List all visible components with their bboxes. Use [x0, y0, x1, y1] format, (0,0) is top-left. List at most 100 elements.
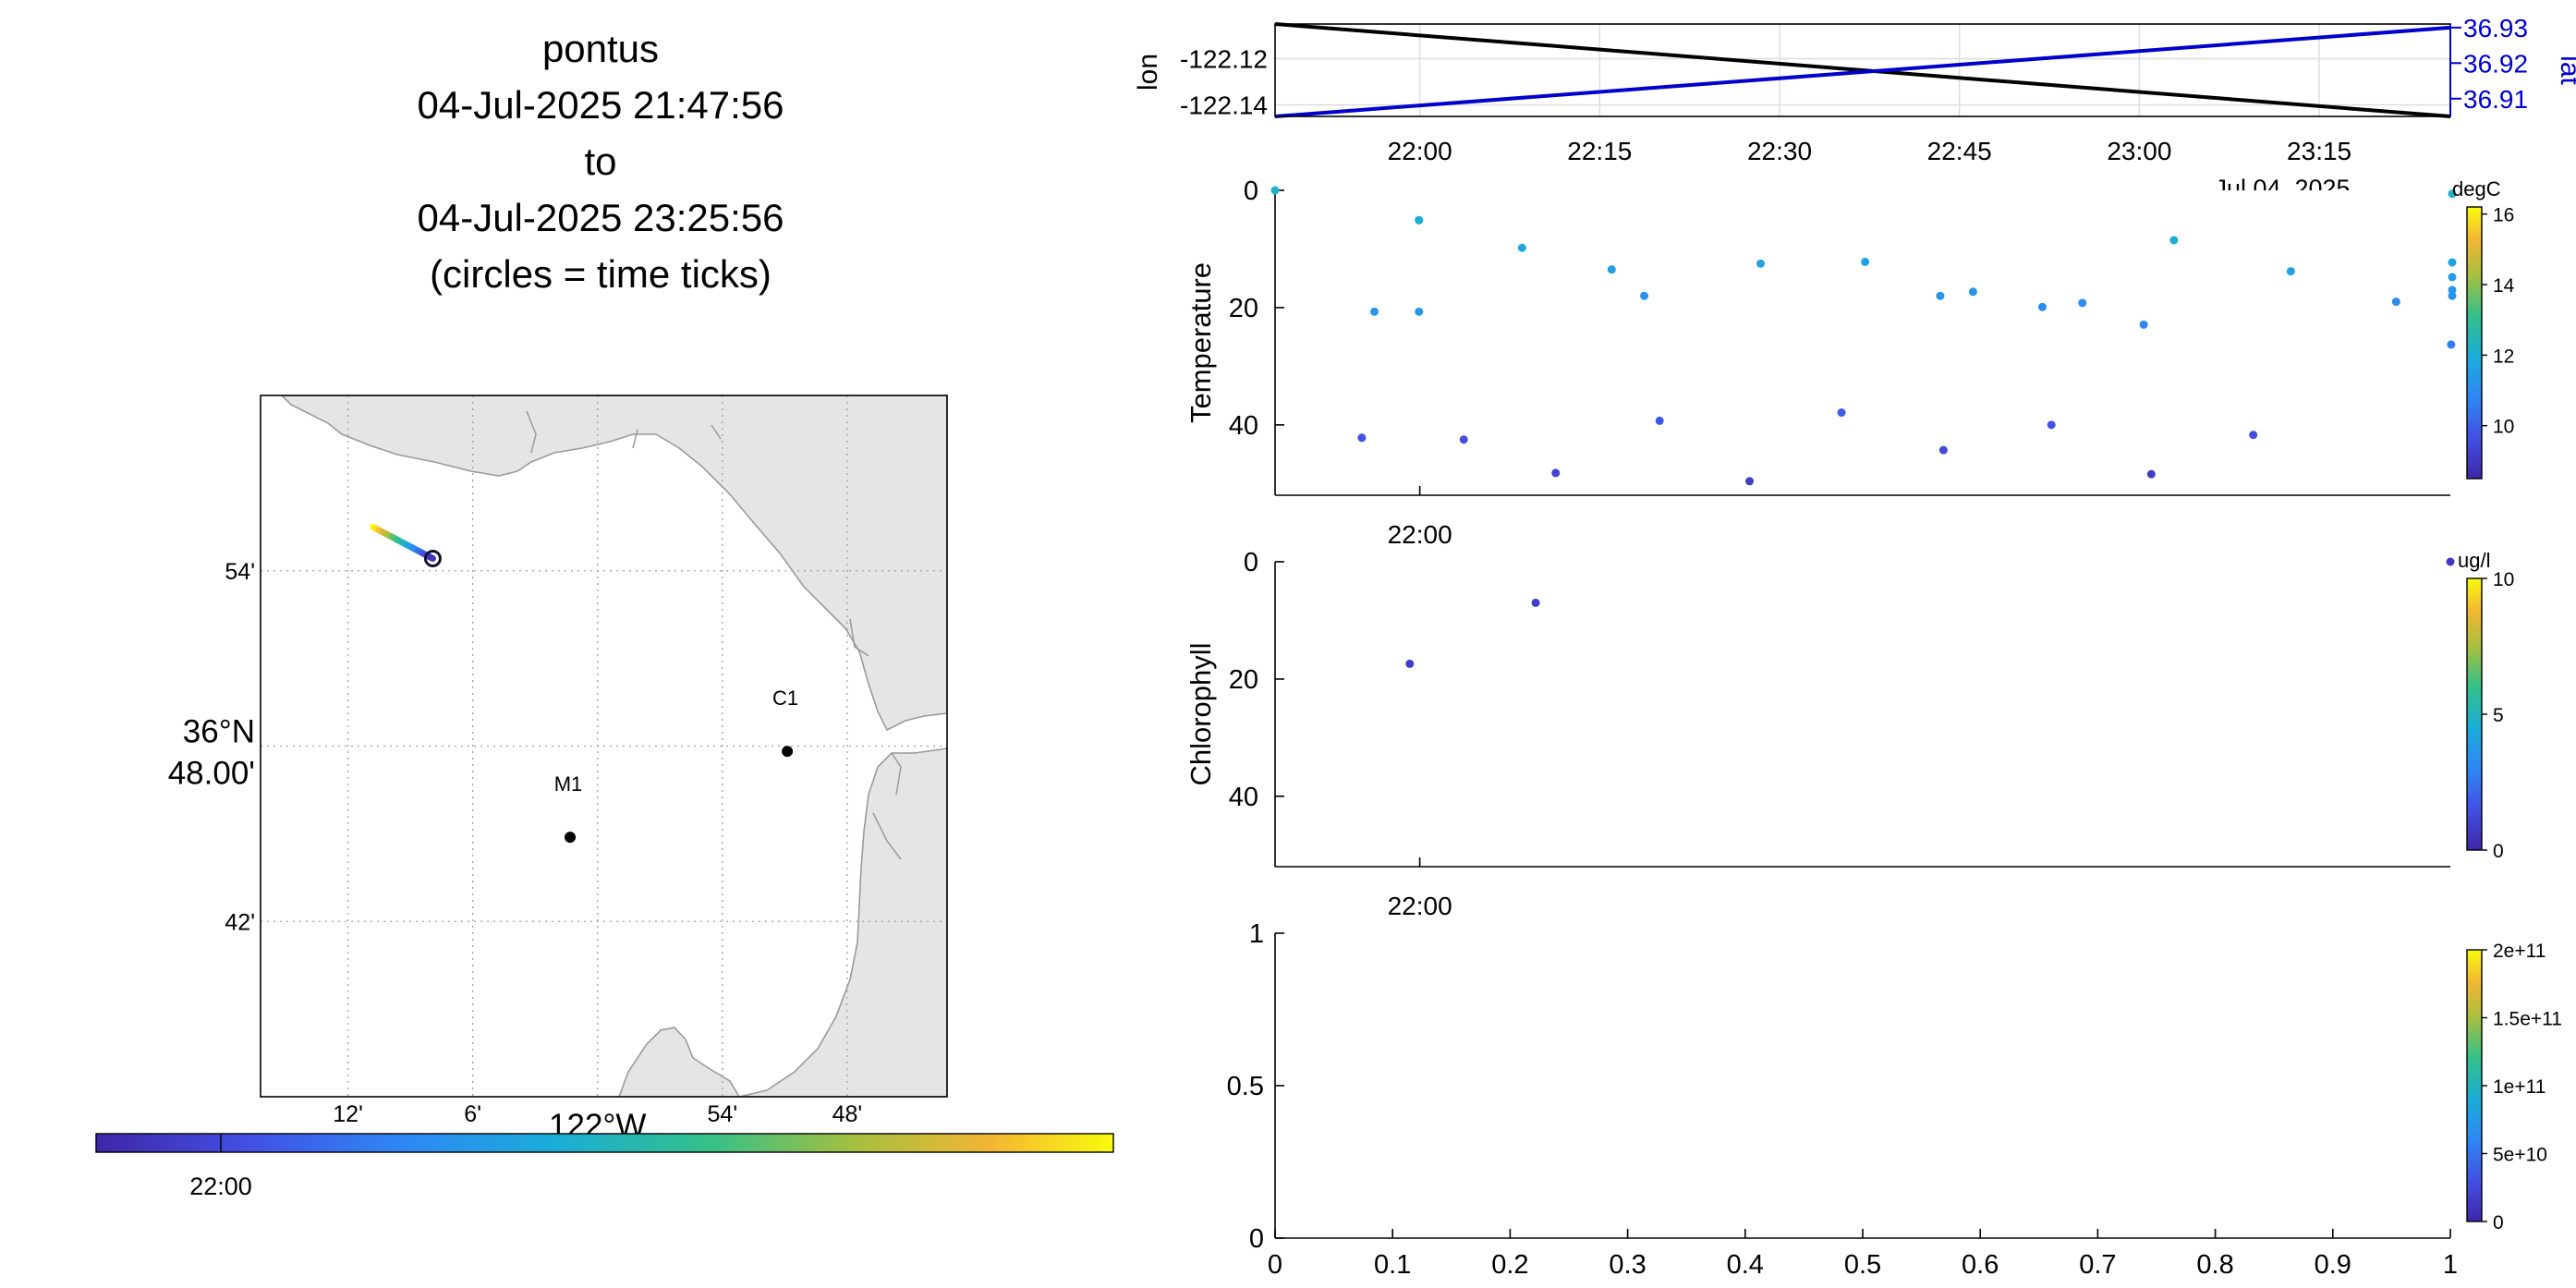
- lonlat-x-tick-label: 22:30: [1747, 137, 1812, 165]
- map-lon-label: 6': [464, 1101, 481, 1127]
- data-point: [2448, 291, 2457, 300]
- data-point: [1655, 416, 1664, 425]
- colorbar-tick-label: 0: [2493, 841, 2504, 862]
- y-tick-label: 40: [1229, 783, 1258, 812]
- colorbar-tick-label: 0: [2493, 1212, 2504, 1233]
- data-point: [2448, 258, 2457, 267]
- colorbar-tick-label: 16: [2493, 205, 2514, 226]
- data-point: [1370, 307, 1379, 316]
- to-word: to: [584, 140, 617, 183]
- map-time-colorbar: 22:00: [95, 1133, 1114, 1200]
- lonlat-x-tick-labels: 22:00 22:15 22:30 22:45 23:00 23:15: [1388, 137, 2352, 165]
- y-tick-label: 0: [1244, 548, 1258, 577]
- map-stations: M1 C1: [554, 687, 798, 844]
- data-point: [1607, 265, 1616, 274]
- lonlat-x-tick-label: 22:15: [1567, 137, 1632, 165]
- data-point: [1745, 477, 1755, 486]
- empty-y-tick-label: 0.5: [1227, 1072, 1264, 1101]
- colorbar-tick-label: 10: [2493, 417, 2514, 438]
- colorbar-tick-label: 1e+11: [2493, 1076, 2546, 1098]
- map-frame: [260, 395, 948, 1098]
- y-tick-label: 20: [1229, 294, 1258, 323]
- data-point: [2078, 298, 2087, 308]
- data-point: [1551, 468, 1561, 478]
- chlorophyll-x-ticks: 22:00: [1388, 857, 1452, 920]
- data-point: [2448, 273, 2457, 282]
- temperature-y-ticks: 0 20 40: [1229, 176, 1284, 441]
- chlorophyll-panel: 0 20 40 22:00 Chlorophyll ug/l 10 5 0: [1185, 548, 2514, 920]
- chlorophyll-axis-label: Chlorophyll: [1185, 642, 1217, 785]
- temperature-points: [1270, 186, 2457, 486]
- data-point: [2391, 298, 2400, 307]
- lon-tick-label: -122.14: [1180, 91, 1268, 120]
- empty-y-ticks: 10.50: [1227, 919, 1284, 1254]
- end-time: 04-Jul-2025 23:25:56: [417, 196, 784, 239]
- colorbar-tick-label: 5: [2493, 705, 2504, 726]
- lat-axis-label: lat: [2555, 55, 2576, 85]
- map-lat-label: 42': [225, 909, 255, 935]
- lat-tick-label: 36.93: [2463, 14, 2528, 43]
- empty-x-tick-label: 0.7: [2079, 1250, 2116, 1280]
- figure-title: pontus 04-Jul-2025 21:47:56 to 04-Jul-20…: [277, 20, 924, 302]
- map-lon-label: 48': [832, 1101, 863, 1127]
- empty-x-tick-label: 0.3: [1609, 1250, 1646, 1280]
- data-point: [1640, 291, 1649, 300]
- map-track: [370, 523, 442, 567]
- colorbar-tick-label: 5e+10: [2493, 1145, 2547, 1166]
- data-point: [2037, 302, 2047, 311]
- data-point: [2286, 267, 2295, 276]
- colorbar-tick-label: 2e+11: [2493, 941, 2546, 962]
- chlorophyll-colorbar: [2466, 577, 2483, 851]
- lonlat-x-tick-label: 22:00: [1388, 137, 1452, 165]
- lon-tick-label: -122.12: [1180, 45, 1268, 74]
- lat-tick-label: 36.92: [2463, 49, 2528, 78]
- lon-tick-labels: -122.12 -122.14: [1180, 45, 1268, 120]
- data-point: [1968, 287, 1977, 297]
- data-point: [2448, 286, 2457, 295]
- data-point: [1938, 445, 1948, 455]
- map-gridlines: [261, 395, 947, 1097]
- temperature-plot-area: [1275, 190, 2450, 495]
- title-note: (circles = time ticks): [430, 252, 772, 296]
- time-tick-circle: [423, 549, 442, 567]
- chlorophyll-units: ug/l: [2458, 549, 2490, 572]
- empty-x-tick-label: 0.4: [1727, 1250, 1764, 1280]
- data-point: [2169, 236, 2179, 245]
- data-point: [1405, 659, 1415, 668]
- data-point: [1936, 291, 1945, 300]
- map-colorbar-tick-label: 22:00: [189, 1173, 252, 1200]
- vehicle-name: pontus: [541, 27, 660, 70]
- empty-x-tick-label: 1: [2443, 1250, 2458, 1280]
- y-tick-label: 40: [1229, 411, 1258, 441]
- data-point: [1357, 433, 1367, 443]
- data-point: [1517, 243, 1526, 252]
- map-lon-label: 54': [708, 1101, 738, 1127]
- lonlat-x-tick-label: 23:15: [2287, 137, 2351, 165]
- data-point: [1756, 259, 1765, 268]
- lat-tick-labels: 36.93 36.92 36.91: [2450, 14, 2528, 114]
- colorbar-tick-label: 14: [2493, 275, 2515, 297]
- data-point: [2047, 420, 2056, 430]
- empty-x-tick-label: 0.1: [1374, 1250, 1411, 1280]
- empty-y-tick-label: 0: [1249, 1224, 1264, 1254]
- data-point: [1531, 598, 1540, 607]
- data-point: [1837, 408, 1846, 418]
- empty-x-tick-label: 0.5: [1844, 1250, 1881, 1280]
- data-point: [2146, 469, 2156, 479]
- empty-panel: 10.50 0 0.1 0.2 0.3 0.4 0.5 0.6 0.7 0.8 0.9 1 2e+1…: [1227, 919, 2562, 1280]
- empty-y-tick-label: 1: [1249, 919, 1264, 949]
- chlorophyll-y-ticks: 0 20 40: [1229, 548, 1284, 812]
- y-tick-label: 0: [1244, 176, 1258, 206]
- colorbar-tick-label: 12: [2493, 346, 2514, 367]
- chlorophyll-colorbar-ticks: 10 5 0: [2482, 569, 2514, 862]
- x-tick-label: 22:00: [1388, 892, 1452, 920]
- lonlat-x-tick-label: 22:45: [1927, 137, 1992, 165]
- coastline-land: [280, 395, 947, 1097]
- data-point: [1270, 186, 1280, 195]
- colorbar-tick-label: 10: [2493, 569, 2514, 590]
- x-tick-label: 22:00: [1388, 520, 1452, 549]
- map-colorbar-bar: [95, 1133, 1114, 1153]
- river-lines: [526, 410, 902, 860]
- y-tick-label: 20: [1229, 665, 1258, 695]
